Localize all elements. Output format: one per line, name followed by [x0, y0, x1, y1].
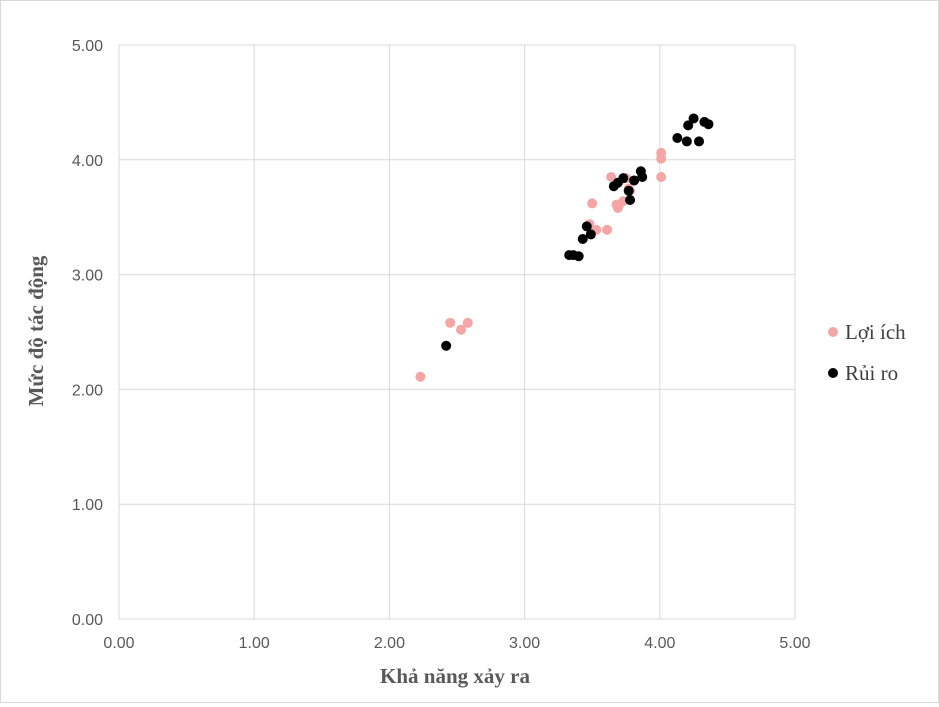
data-point-rui-ro: [672, 132, 683, 143]
y-tick-label: 1.00: [72, 497, 103, 514]
data-point-rui-ro: [688, 113, 699, 124]
data-point-rui-ro: [637, 172, 648, 183]
x-axis-title: Khả năng xảy ra: [380, 664, 530, 688]
x-tick-label: 3.00: [509, 635, 540, 652]
y-tick-label: 0.00: [72, 612, 103, 629]
y-axis-ticks: 0.00 1.00 2.00 3.00 4.00 5.00: [72, 38, 103, 629]
y-tick-label: 2.00: [72, 382, 103, 399]
data-point-loi-ich: [656, 172, 667, 183]
y-axis-title: Mức độ tác động: [24, 255, 48, 406]
legend-swatch-loi-ich: [828, 327, 838, 337]
x-tick-label: 0.00: [103, 635, 134, 652]
data-point-loi-ich: [456, 324, 467, 335]
data-point-loi-ich: [462, 317, 473, 328]
y-tick-label: 4.00: [72, 153, 103, 170]
data-point-loi-ich: [656, 153, 667, 164]
data-points: [415, 113, 714, 382]
data-point-loi-ich: [602, 224, 613, 235]
legend: Lợi ích Rủi ro: [828, 320, 906, 385]
x-axis-ticks: 0.00 1.00 2.00 3.00 4.00 5.00: [103, 635, 810, 652]
data-point-rui-ro: [694, 136, 705, 147]
gridlines: [118, 44, 796, 620]
data-point-rui-ro: [623, 185, 634, 196]
x-tick-label: 5.00: [779, 635, 810, 652]
data-point-loi-ich: [606, 172, 617, 183]
x-tick-label: 4.00: [644, 635, 675, 652]
x-tick-label: 2.00: [374, 635, 405, 652]
y-tick-label: 5.00: [72, 38, 103, 55]
data-point-rui-ro: [703, 119, 714, 130]
data-point-rui-ro: [585, 229, 596, 240]
data-point-rui-ro: [441, 340, 452, 351]
data-point-rui-ro: [629, 175, 640, 186]
data-point-loi-ich: [445, 317, 456, 328]
data-point-rui-ro: [577, 234, 588, 245]
x-tick-label: 1.00: [239, 635, 270, 652]
y-tick-label: 3.00: [72, 268, 103, 285]
data-point-loi-ich: [587, 198, 598, 209]
data-point-rui-ro: [625, 194, 636, 205]
legend-swatch-rui-ro: [828, 368, 838, 378]
data-point-rui-ro: [683, 120, 694, 131]
data-point-rui-ro: [581, 221, 592, 232]
legend-label-loi-ich: Lợi ích: [845, 320, 906, 344]
data-point-rui-ro: [681, 136, 692, 147]
data-point-loi-ich: [415, 371, 426, 382]
data-point-rui-ro: [618, 173, 629, 184]
legend-label-rui-ro: Rủi ro: [845, 361, 898, 385]
data-point-rui-ro: [573, 251, 584, 262]
